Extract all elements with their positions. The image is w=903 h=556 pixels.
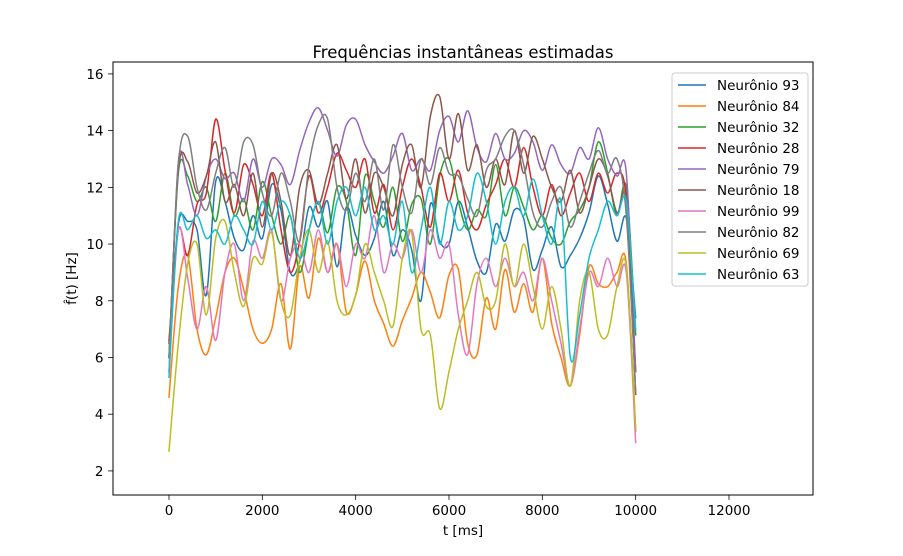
legend-entry-neuronio-28: Neurônio 28 [678, 141, 800, 157]
x-tick-label: 6000 [432, 503, 466, 519]
legend: Neurônio 93 Neurônio 84 Neurônio 32 Neurôni… [671, 72, 809, 287]
y-tick-label: 8 [95, 294, 104, 310]
series-line-neuronio-69 [168, 218, 637, 452]
x-axis-label: t [ms] [443, 523, 483, 539]
legend-label: Neurônio 84 [717, 99, 800, 115]
legend-entries: Neurônio 93 Neurônio 84 Neurônio 32 Neurôni… [678, 78, 800, 283]
y-axis-label: f̂(t) [Hz] [64, 252, 80, 305]
legend-label: Neurônio 79 [717, 162, 800, 178]
x-axis-ticks: 0 2000 4000 6000 8000 10000 12000 [165, 495, 751, 519]
legend-label: Neurônio 18 [717, 183, 800, 199]
y-tick-label: 16 [86, 67, 103, 83]
axes-frame [112, 61, 814, 496]
series-line-neuronio-79 [168, 107, 637, 373]
y-tick-label: 2 [95, 464, 104, 480]
legend-entry-neuronio-84: Neurônio 84 [678, 99, 800, 115]
legend-entry-neuronio-69: Neurônio 69 [678, 246, 800, 262]
legend-label: Neurônio 63 [717, 267, 800, 283]
legend-entry-neuronio-18: Neurônio 18 [678, 183, 800, 199]
legend-entry-neuronio-32: Neurônio 32 [678, 120, 800, 136]
series-line-neuronio-18 [168, 93, 637, 396]
y-tick-label: 4 [95, 407, 104, 423]
y-tick-label: 6 [95, 350, 104, 366]
y-tick-label: 10 [86, 237, 103, 253]
legend-entry-neuronio-79: Neurônio 79 [678, 162, 800, 178]
y-tick-label: 12 [86, 180, 103, 196]
y-axis-ticks: 2 4 6 8 10 12 14 16 [86, 67, 113, 480]
y-tick-label: 14 [86, 124, 103, 140]
chart-title: Frequências instantâneas estimadas [313, 43, 614, 62]
legend-label: Neurônio 69 [717, 246, 800, 262]
legend-label: Neurônio 93 [717, 78, 800, 94]
legend-label: Neurônio 32 [717, 120, 800, 136]
legend-label: Neurônio 82 [717, 225, 800, 241]
legend-entry-neuronio-99: Neurônio 99 [678, 204, 800, 220]
series-line-neuronio-82 [168, 113, 637, 393]
x-tick-label: 10000 [614, 503, 657, 519]
legend-entry-neuronio-82: Neurônio 82 [678, 225, 800, 241]
x-tick-label: 4000 [338, 503, 372, 519]
x-tick-label: 0 [165, 503, 174, 519]
series-line-neuronio-84 [168, 237, 637, 432]
series-line-neuronio-63 [168, 172, 637, 379]
series-line-neuronio-32 [168, 141, 637, 359]
legend-entry-neuronio-63: Neurônio 63 [678, 267, 800, 283]
x-tick-label: 8000 [525, 503, 559, 519]
legend-label: Neurônio 99 [717, 204, 800, 220]
legend-entry-neuronio-93: Neurônio 93 [678, 78, 800, 94]
series-layer [168, 93, 637, 452]
x-tick-label: 12000 [708, 503, 751, 519]
legend-label: Neurônio 28 [717, 141, 800, 157]
x-tick-label: 2000 [245, 503, 279, 519]
